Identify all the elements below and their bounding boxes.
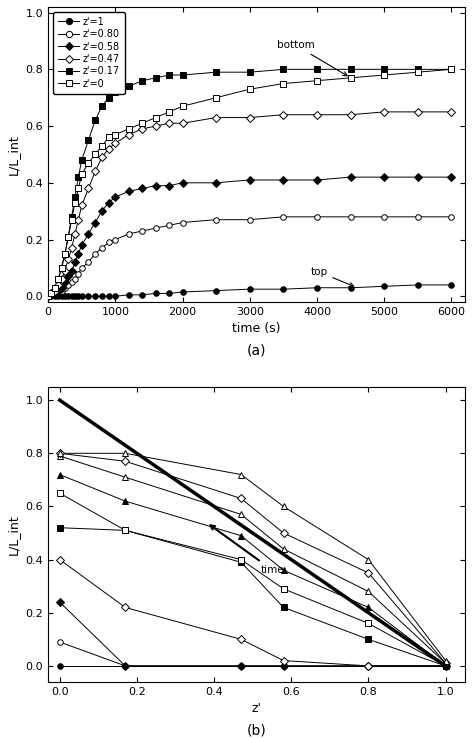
Y-axis label: L/L_int: L/L_int (7, 514, 20, 555)
Y-axis label: L/L_int: L/L_int (7, 134, 20, 175)
X-axis label: z': z' (252, 702, 262, 715)
Text: bottom: bottom (277, 40, 347, 76)
Text: time: time (210, 525, 284, 575)
Legend: z'=1, z'=0.80, z'=0.58, z'=0.47, z'=0.17, z'=0: z'=1, z'=0.80, z'=0.58, z'=0.47, z'=0.17… (53, 12, 125, 94)
X-axis label: time (s): time (s) (232, 322, 281, 336)
Text: (b): (b) (246, 723, 266, 737)
Text: (a): (a) (247, 343, 266, 357)
Text: top: top (310, 267, 354, 287)
